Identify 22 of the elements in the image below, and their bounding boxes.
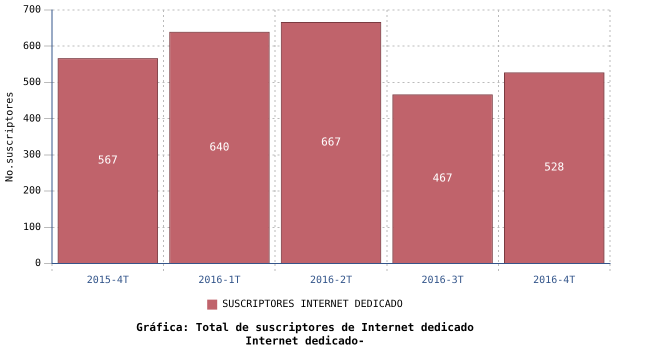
- y-tick-label: 600: [23, 40, 42, 52]
- legend-label: SUSCRIPTORES INTERNET DEDICADO: [222, 299, 403, 310]
- y-tick-label: 300: [23, 150, 42, 161]
- data-label: 467: [432, 172, 453, 185]
- x-tick-label: 2016-3T: [422, 275, 464, 286]
- y-tick-label: 500: [23, 77, 42, 88]
- y-tick-label: 200: [23, 186, 42, 197]
- y-tick-label: 700: [23, 4, 42, 16]
- x-tick-label: 2016-2T: [310, 275, 352, 286]
- data-label: 640: [210, 140, 230, 154]
- text: Internet dedicado-: [245, 334, 365, 348]
- x-tick-label: 2016-1T: [198, 275, 241, 286]
- y-tick-label: 0: [35, 258, 42, 270]
- y-axis-title: No.suscriptores: [4, 92, 16, 182]
- y-tick-label: 400: [23, 113, 42, 124]
- data-label: 667: [321, 135, 341, 148]
- x-tick-label: 2016-4T: [533, 275, 576, 286]
- text: Gráfica: Total de suscriptores de Internet dedicado: [136, 321, 474, 334]
- x-tick-label: 2015-4T: [86, 275, 129, 286]
- y-tick-label: 100: [23, 222, 42, 233]
- data-label: 567: [98, 154, 118, 166]
- data-label: 528: [544, 160, 564, 174]
